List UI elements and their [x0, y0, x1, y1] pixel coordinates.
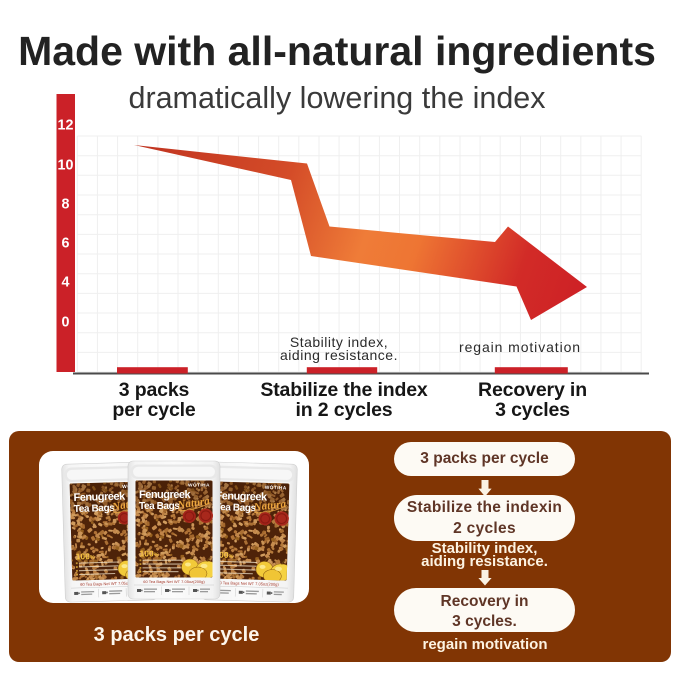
svg-text:0: 0 [62, 315, 70, 331]
svg-text:4: 4 [62, 275, 70, 291]
svg-text:12: 12 [58, 118, 74, 134]
svg-text:10: 10 [58, 158, 74, 174]
svg-text:8: 8 [62, 197, 70, 213]
svg-text:6: 6 [62, 236, 70, 252]
